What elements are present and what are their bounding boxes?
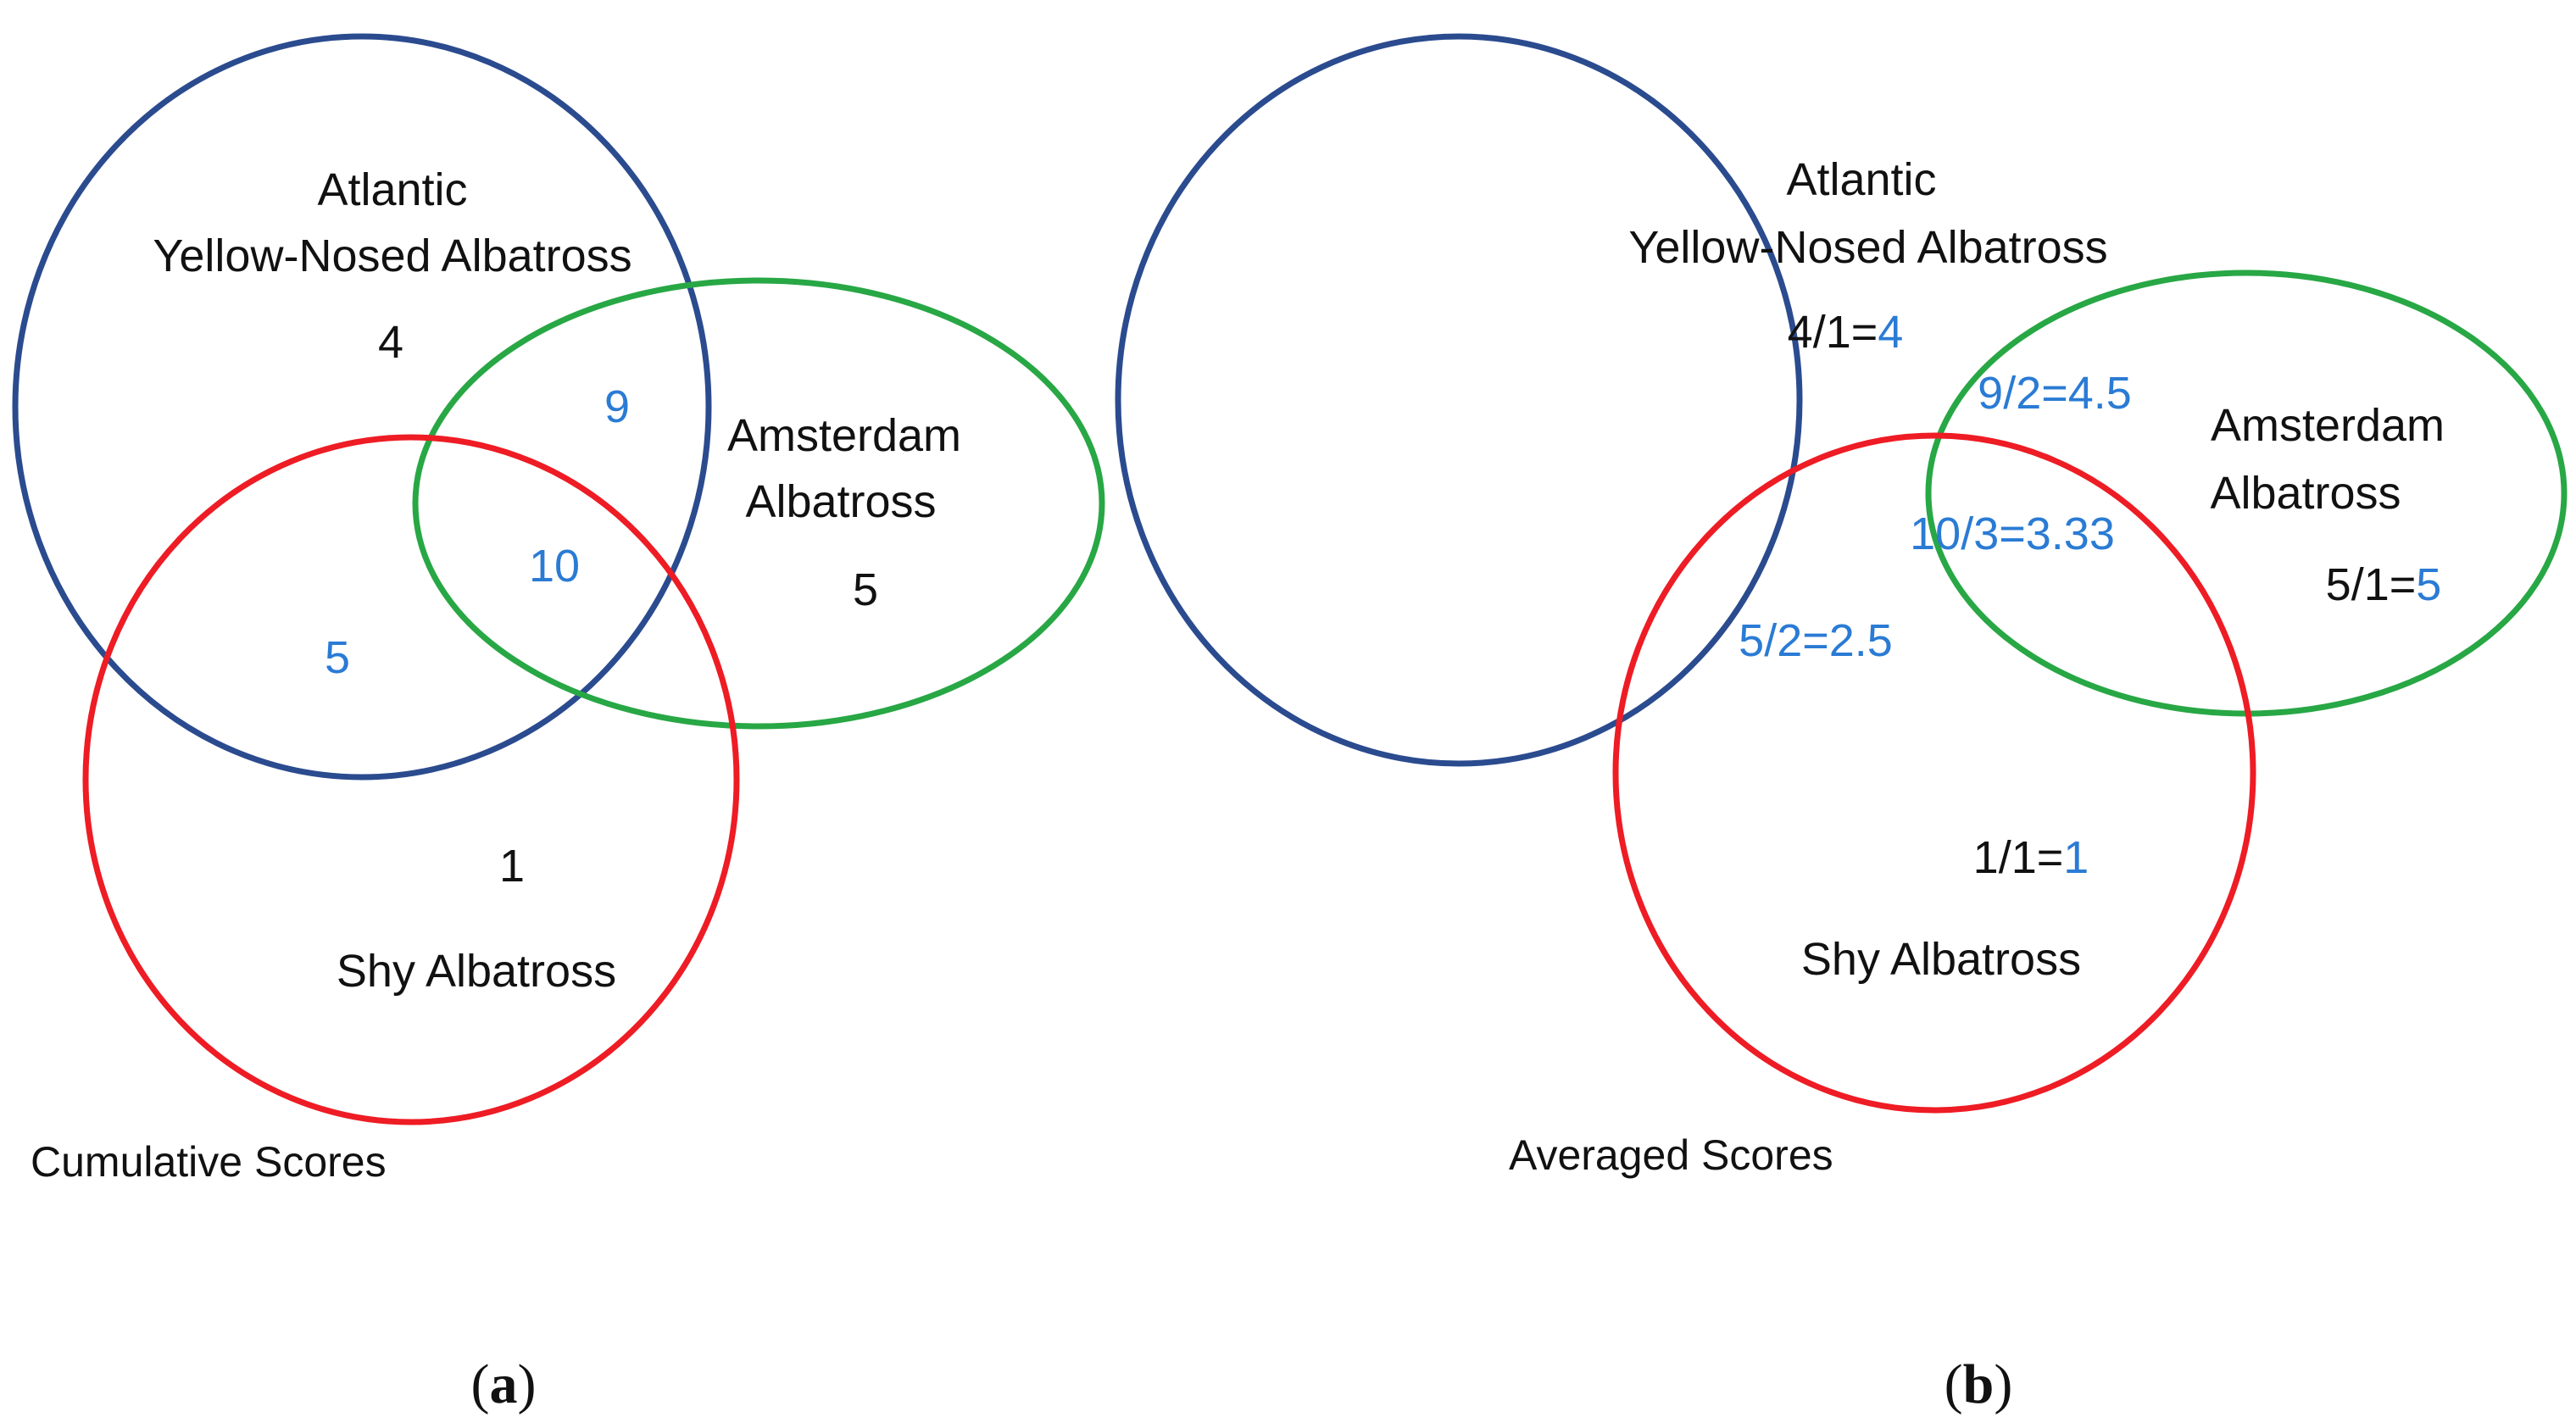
amsterdam-label-line2-a: Albatross	[745, 476, 936, 527]
shy-only-value-b: 1/1=1	[1973, 832, 2089, 883]
shy-circle-b	[1612, 432, 2256, 1114]
panel-a-caption: Cumulative Scores	[31, 1138, 387, 1186]
shy-label-a: Shy Albatross	[337, 946, 616, 997]
shy-only-value-a: 1	[499, 841, 525, 892]
shy-circle-a	[82, 434, 740, 1125]
shy-label-b: Shy Albatross	[1801, 934, 2081, 985]
amsterdam-label-line1-a: Amsterdam	[727, 410, 961, 461]
atlantic-shy-value-b: 5/2=2.5	[1739, 615, 1893, 666]
atlantic-label-line1-b: Atlantic	[1786, 154, 1936, 205]
panel-a: Atlantic Yellow-Nosed Albatross 4 9 10 A…	[12, 33, 1105, 1415]
amsterdam-label-line1-b: Amsterdam	[2211, 400, 2445, 451]
amsterdam-only-value-b: 5/1=5	[2326, 559, 2442, 610]
atlantic-circle-a	[12, 33, 712, 781]
atlantic-amsterdam-value-b: 9/2=4.5	[1978, 368, 2132, 419]
all-three-value-b: 10/3=3.33	[1910, 508, 2115, 559]
panel-b-caption: Averaged Scores	[1509, 1131, 1833, 1179]
atlantic-label-line2-b: Yellow-Nosed Albatross	[1628, 222, 2107, 273]
panel-a-subfigure-label: (a)	[471, 1353, 537, 1415]
atlantic-only-value-b: 4/1=4	[1788, 307, 1904, 358]
amsterdam-label-line2-b: Albatross	[2210, 468, 2401, 519]
atlantic-label-line2-a: Yellow-Nosed Albatross	[153, 231, 631, 281]
atlantic-circle-b	[1115, 33, 1803, 767]
amsterdam-ellipse-a	[412, 277, 1105, 730]
atlantic-shy-value-a: 5	[325, 632, 350, 683]
atlantic-only-value-a: 4	[378, 317, 403, 368]
atlantic-label-line1-a: Atlantic	[317, 164, 467, 215]
amsterdam-only-value-a: 5	[853, 564, 878, 615]
panel-b: Atlantic Yellow-Nosed Albatross 4/1=4 9/…	[1115, 33, 2568, 1415]
atlantic-amsterdam-value-a: 9	[604, 381, 630, 432]
all-three-value-a: 10	[529, 541, 580, 592]
panel-b-subfigure-label: (b)	[1945, 1353, 2013, 1415]
